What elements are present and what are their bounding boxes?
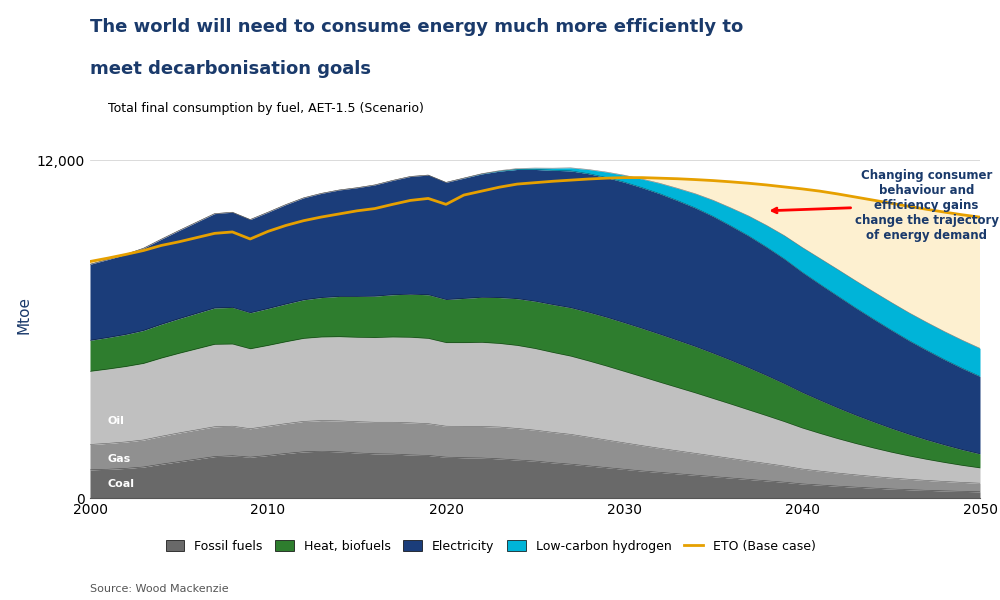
Y-axis label: Mtoe: Mtoe <box>16 296 31 334</box>
Text: Gas: Gas <box>108 454 131 464</box>
Text: Oil: Oil <box>108 416 125 425</box>
Legend: Fossil fuels, Heat, biofuels, Electricity, Low-carbon hydrogen, ETO (Base case): Fossil fuels, Heat, biofuels, Electricit… <box>160 535 820 557</box>
Text: Source: Wood Mackenzie: Source: Wood Mackenzie <box>90 584 229 594</box>
Text: Changing consumer
behaviour and
efficiency gains
change the trajectory
of energy: Changing consumer behaviour and efficien… <box>772 169 999 242</box>
Text: meet decarbonisation goals: meet decarbonisation goals <box>90 60 371 78</box>
Text: The world will need to consume energy much more efficiently to: The world will need to consume energy mu… <box>90 18 743 36</box>
Text: Coal: Coal <box>108 479 135 489</box>
Text: Total final consumption by fuel, AET-1.5 (Scenario): Total final consumption by fuel, AET-1.5… <box>108 102 424 115</box>
